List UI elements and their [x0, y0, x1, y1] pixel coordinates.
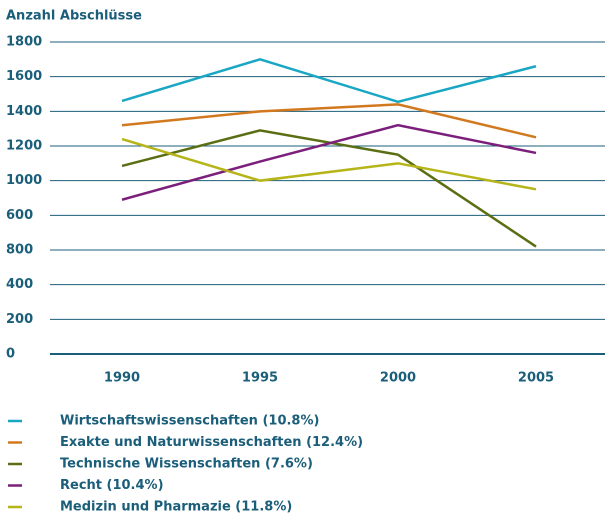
legend-label: Recht (10.4%) — [60, 478, 164, 493]
line — [121, 123, 537, 201]
x-tick-label: 1990 — [104, 371, 140, 386]
x-tick-label: 1995 — [242, 371, 278, 386]
x-tick-label: 2005 — [518, 371, 554, 386]
y-tick-label: 1600 — [6, 69, 42, 84]
y-axis-label: Anzahl Abschlüsse — [6, 9, 142, 24]
legend-label: Wirtschaftswissenschaften (10.8%) — [60, 414, 319, 429]
line — [121, 137, 537, 191]
y-tick-label: 1000 — [6, 173, 42, 188]
y-tick-label: 200 — [6, 312, 33, 327]
legend-label: Medizin und Pharmazie (11.8%) — [60, 500, 292, 515]
x-tick-label: 2000 — [380, 371, 416, 386]
y-tick-label: 600 — [6, 208, 33, 223]
line — [121, 103, 537, 139]
y-tick-label: 1200 — [6, 139, 42, 154]
line — [121, 58, 537, 104]
legend-label: Technische Wissenschaften (7.6%) — [60, 457, 313, 472]
y-tick-label: 1800 — [6, 35, 42, 50]
y-tick-label: 1400 — [6, 104, 42, 119]
line — [121, 129, 537, 248]
y-tick-label: 0 — [6, 347, 15, 362]
y-tick-label: 400 — [6, 277, 33, 292]
y-tick-label: 800 — [6, 243, 33, 258]
legend-label: Exakte und Naturwissenschaften (12.4%) — [60, 435, 363, 450]
